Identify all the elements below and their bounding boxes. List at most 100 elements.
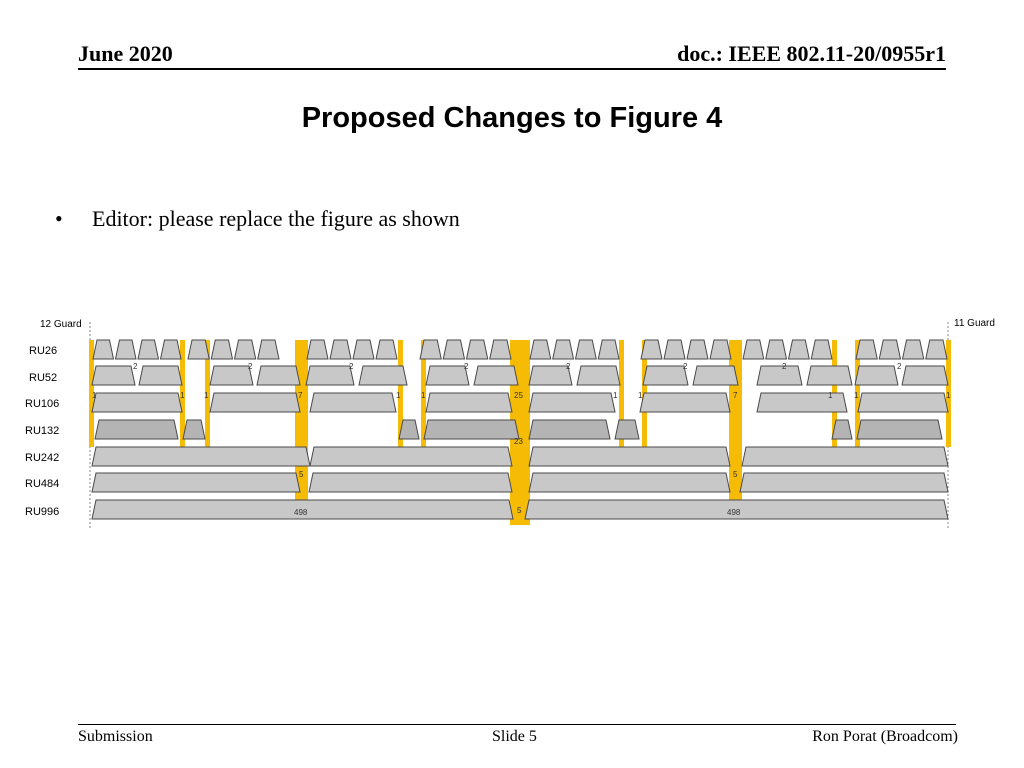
row-label-ru26: RU26 bbox=[29, 345, 57, 357]
guard-left-label: 12 Guard bbox=[40, 319, 82, 330]
ru52-unit-13 bbox=[806, 365, 853, 386]
row-label-ru484: RU484 bbox=[25, 478, 59, 490]
ru26-unit-12 bbox=[419, 339, 442, 360]
ru132-unit-4 bbox=[528, 419, 611, 440]
ru26-unit-10 bbox=[352, 339, 375, 360]
tone-label-1-6: 1 bbox=[638, 391, 643, 400]
footer-rule bbox=[78, 724, 956, 725]
ru26-unit-28 bbox=[855, 339, 878, 360]
ru26-unit-4 bbox=[187, 339, 210, 360]
ru242-unit-0 bbox=[91, 446, 311, 467]
ru132-unit-5 bbox=[614, 419, 640, 440]
ru52-unit-1 bbox=[138, 365, 183, 386]
ru26-unit-0 bbox=[92, 339, 115, 360]
tone-label-2-2: 2 bbox=[349, 362, 354, 371]
tone-right-edge bbox=[946, 340, 951, 447]
ru-allocation-figure: 1 1 1 1 1 1 1 1 1 1 7 7 25 2 2 2 2 2 2 2 2 23 5 5 5 498 498 12 Gua… bbox=[20, 310, 1010, 540]
ru52-unit-2 bbox=[209, 365, 254, 386]
ru106-unit-1 bbox=[209, 392, 301, 413]
ru52-unit-5 bbox=[358, 365, 408, 386]
slide-title: Proposed Changes to Figure 4 bbox=[301, 102, 723, 134]
tone-label-1-9: 1 bbox=[946, 391, 951, 400]
footer-author: Ron Porat (Broadcom) bbox=[812, 728, 958, 745]
tone-column-small-2 bbox=[398, 340, 403, 447]
ru996-unit-0 bbox=[91, 499, 514, 520]
tone-label-2-7: 2 bbox=[897, 362, 902, 371]
tone-label-1-8: 1 bbox=[854, 391, 859, 400]
ru52-unit-15 bbox=[901, 365, 949, 386]
ru26-unit-30 bbox=[901, 339, 925, 360]
row-label-ru52: RU52 bbox=[29, 372, 57, 384]
ru26-unit-6 bbox=[233, 339, 257, 360]
ru26-unit-16 bbox=[529, 339, 552, 360]
ru484-unit-0 bbox=[91, 472, 301, 493]
tone-label-1-0: 1 bbox=[92, 391, 97, 400]
row-label-ru996: RU996 bbox=[25, 506, 59, 518]
ru242-unit-1 bbox=[309, 446, 513, 467]
ru106-unit-0 bbox=[91, 392, 183, 413]
ru26-unit-7 bbox=[257, 339, 280, 360]
ru52-unit-14 bbox=[854, 365, 899, 386]
tone-column-small-1 bbox=[205, 340, 210, 447]
ru996-unit-1 bbox=[524, 499, 949, 520]
ru26-unit-9 bbox=[329, 339, 352, 360]
ru132-unit-1 bbox=[182, 419, 206, 440]
ru26-unit-17 bbox=[552, 339, 575, 360]
ru52-unit-3 bbox=[256, 365, 301, 386]
ru996-label-left: 498 bbox=[294, 508, 308, 517]
ru26-unit-2 bbox=[137, 339, 160, 360]
ru26-unit-18 bbox=[574, 339, 597, 360]
ru26-unit-19 bbox=[597, 339, 620, 360]
ru26-unit-26 bbox=[787, 339, 810, 360]
ru132-unit-2 bbox=[398, 419, 420, 440]
tone-column-center bbox=[510, 340, 530, 525]
ru484-unit-2 bbox=[528, 472, 731, 493]
tone-label-2-3: 2 bbox=[464, 362, 469, 371]
tone-column-small-7 bbox=[855, 340, 860, 447]
tone-label-2-4: 2 bbox=[566, 362, 571, 371]
ru52-unit-8 bbox=[528, 365, 573, 386]
ru26-unit-27 bbox=[810, 339, 833, 360]
ru26-unit-24 bbox=[742, 339, 765, 360]
ru26-unit-20 bbox=[640, 339, 663, 360]
ru26-unit-21 bbox=[663, 339, 686, 360]
tone-label-7-right: 7 bbox=[733, 391, 738, 400]
ru132-unit-6 bbox=[831, 419, 853, 440]
tone-label-2-1: 2 bbox=[248, 362, 253, 371]
tone-label-1-5: 1 bbox=[613, 391, 618, 400]
ru26-unit-13 bbox=[442, 339, 466, 360]
ru106-unit-3 bbox=[425, 392, 513, 413]
ru26-unit-29 bbox=[878, 339, 902, 360]
ru106-unit-4 bbox=[528, 392, 616, 413]
ru106-unit-2 bbox=[309, 392, 397, 413]
ru26-unit-1 bbox=[114, 339, 137, 360]
guard-right-label: 11 Guard bbox=[954, 318, 995, 329]
header-rule bbox=[78, 68, 946, 70]
tone-label-5-left: 5 bbox=[299, 470, 304, 479]
ru26-unit-15 bbox=[489, 339, 512, 360]
bullet-text: Editor: please replace the figure as sho… bbox=[92, 206, 460, 231]
ru484-unit-1 bbox=[308, 472, 513, 493]
tone-label-23: 23 bbox=[514, 437, 523, 446]
tone-label-2-6: 2 bbox=[782, 362, 787, 371]
ru52-unit-9 bbox=[576, 365, 621, 386]
tone-column-small-0 bbox=[180, 340, 185, 447]
ru242-unit-3 bbox=[741, 446, 949, 467]
ru132-unit-0 bbox=[94, 419, 179, 440]
footer-slide-number: Slide 5 bbox=[492, 728, 537, 745]
tone-label-2-0: 2 bbox=[133, 362, 138, 371]
ru132-unit-3 bbox=[423, 419, 520, 440]
row-label-ru106: RU106 bbox=[25, 398, 59, 410]
row-label-ru132: RU132 bbox=[25, 425, 59, 437]
ru52-unit-10 bbox=[642, 365, 689, 386]
tone-label-7-left: 7 bbox=[298, 391, 303, 400]
tone-label-25: 25 bbox=[514, 391, 523, 400]
ru26-unit-11 bbox=[375, 339, 398, 360]
tone-label-5-center: 5 bbox=[517, 506, 522, 515]
tone-label-5-right: 5 bbox=[733, 470, 738, 479]
ru106-unit-7 bbox=[857, 392, 949, 413]
ru52-unit-12 bbox=[756, 365, 803, 386]
tone-label-1-1: 1 bbox=[180, 391, 185, 400]
header-doc-id: doc.: IEEE 802.11-20/0955r1 bbox=[677, 41, 946, 66]
tone-label-1-7: 1 bbox=[828, 391, 833, 400]
